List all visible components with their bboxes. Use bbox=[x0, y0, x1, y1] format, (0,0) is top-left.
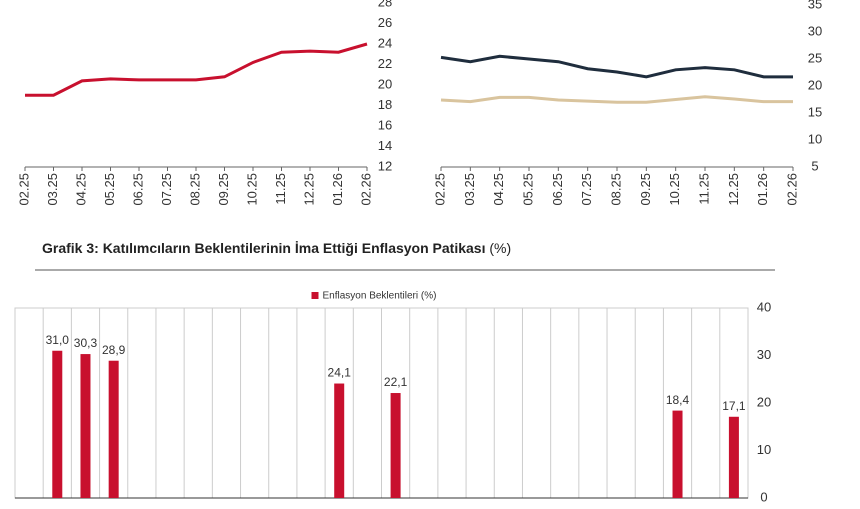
x-tick-label: 04.25 bbox=[73, 173, 88, 206]
x-tick-label: 12.25 bbox=[726, 173, 741, 206]
legend-swatch bbox=[311, 292, 319, 299]
bar bbox=[390, 393, 401, 498]
x-tick-label: 09.25 bbox=[216, 173, 231, 206]
bar bbox=[672, 410, 683, 498]
x-tick-label: 02.26 bbox=[784, 173, 799, 206]
x-tick-label: 06.25 bbox=[130, 173, 145, 206]
line bbox=[25, 42, 368, 97]
x-tick-label: 04.25 bbox=[491, 173, 506, 206]
x-tick-label: 06.25 bbox=[550, 173, 565, 206]
y-tick-label: 18 bbox=[378, 97, 392, 112]
x-tick-label: 08.25 bbox=[187, 173, 202, 206]
y-tick-label: 0 bbox=[760, 489, 767, 504]
bar bbox=[108, 360, 119, 498]
x-tick-label: 01.26 bbox=[755, 173, 770, 206]
y-tick-label: 30 bbox=[757, 347, 771, 362]
x-tick-label: 05.25 bbox=[102, 173, 117, 206]
x-tick-label: 02.26 bbox=[358, 173, 373, 206]
x-tick-label: 10.25 bbox=[244, 173, 259, 206]
legend-label: Enflasyon Beklentileri (%) bbox=[323, 291, 437, 302]
y-tick-label: 10 bbox=[808, 131, 822, 146]
value-label: 17,1 bbox=[722, 399, 746, 413]
y-tick-label: 12 bbox=[378, 158, 392, 173]
x-tick-label: 08.25 bbox=[608, 173, 623, 206]
bar bbox=[334, 383, 345, 498]
bar bbox=[80, 354, 91, 498]
y-tick-label: 20 bbox=[757, 394, 771, 409]
y-tick-label: 26 bbox=[378, 15, 392, 30]
bar bbox=[728, 416, 739, 498]
x-tick-label: 05.25 bbox=[520, 173, 535, 206]
y-tick-label: 40 bbox=[757, 299, 771, 314]
value-label: 18,4 bbox=[666, 393, 690, 407]
y-tick-label: 22 bbox=[378, 56, 392, 71]
y-tick-label: 14 bbox=[378, 138, 392, 153]
title-main: Grafik 3: Katılımcıların Beklentilerinin… bbox=[42, 240, 485, 256]
line bbox=[440, 95, 793, 104]
x-tick-label: 11.25 bbox=[273, 173, 288, 205]
x-tick-label: 09.25 bbox=[638, 173, 653, 206]
value-label: 30,3 bbox=[74, 336, 98, 350]
x-tick-label: 07.25 bbox=[159, 173, 174, 206]
y-tick-label: 25 bbox=[808, 50, 822, 65]
value-label: 22,1 bbox=[384, 375, 408, 389]
y-tick-label: 15 bbox=[808, 104, 822, 119]
y-tick-label: 24 bbox=[378, 35, 392, 50]
y-tick-label: 5 bbox=[811, 158, 818, 173]
bar bbox=[52, 350, 63, 498]
value-label: 28,9 bbox=[102, 343, 126, 357]
x-tick-label: 07.25 bbox=[579, 173, 594, 206]
title-unit: (%) bbox=[489, 240, 511, 256]
line bbox=[440, 54, 793, 79]
x-tick-label: 01.26 bbox=[330, 173, 345, 206]
y-tick-label: 35 bbox=[808, 0, 822, 11]
y-tick-label: 10 bbox=[757, 442, 771, 457]
value-label: 24,1 bbox=[328, 366, 352, 380]
chart-title: Grafik 3: Katılımcıların Beklentilerinin… bbox=[42, 240, 511, 256]
y-tick-label: 30 bbox=[808, 23, 822, 38]
x-tick-label: 02.25 bbox=[432, 173, 447, 206]
x-tick-label: 02.25 bbox=[16, 173, 31, 206]
y-tick-label: 20 bbox=[378, 76, 392, 91]
x-tick-label: 11.25 bbox=[696, 173, 711, 205]
x-tick-label: 10.25 bbox=[667, 173, 682, 206]
x-tick-label: 03.25 bbox=[45, 173, 60, 206]
x-tick-label: 03.25 bbox=[462, 173, 477, 206]
y-tick-label: 20 bbox=[808, 77, 822, 92]
x-tick-label: 12.25 bbox=[301, 173, 316, 206]
value-label: 31,0 bbox=[46, 333, 70, 347]
y-tick-label: 16 bbox=[378, 117, 392, 132]
y-tick-label: 28 bbox=[378, 0, 392, 9]
